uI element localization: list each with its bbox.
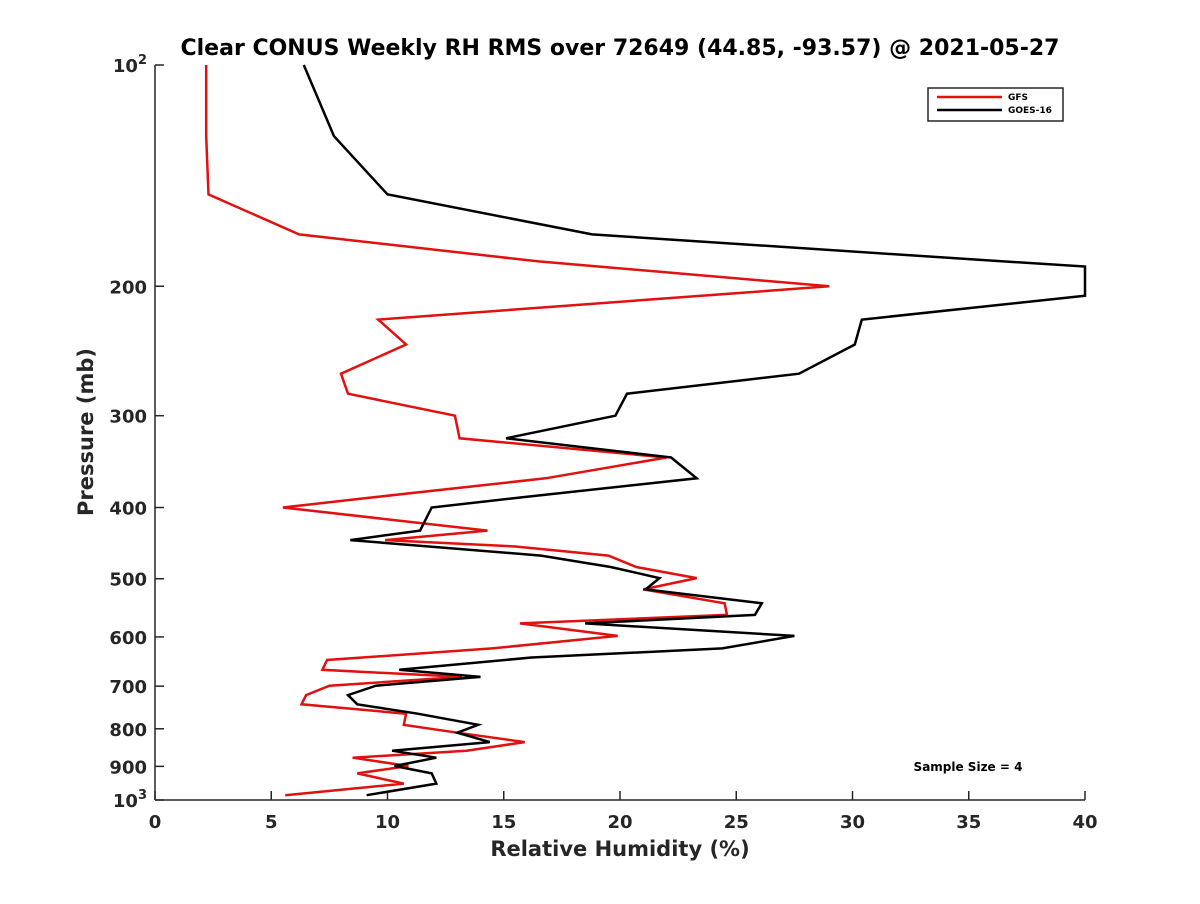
legend: GFS GOES-16 (927, 87, 1064, 122)
sample-size-annotation: Sample Size = 4 (914, 760, 1023, 774)
y-tick-label: 600 (109, 628, 147, 649)
x-tick-label: 15 (491, 812, 516, 833)
legend-label-goes16: GOES-16 (1008, 106, 1052, 116)
chart-title: Clear CONUS Weekly RH RMS over 72649 (44… (181, 36, 1060, 61)
y-tick-label: 800 (109, 720, 147, 741)
x-tick-label: 25 (724, 812, 749, 833)
y-tick-label: 500 (109, 570, 147, 591)
legend-label-gfs: GFS (1008, 93, 1028, 103)
x-tick-label: 35 (956, 812, 981, 833)
x-tick-label: 30 (840, 812, 865, 833)
x-tick-label: 10 (375, 812, 400, 833)
x-tick-label: 0 (149, 812, 162, 833)
series-layer (204, 64, 1087, 797)
x-tick-label: 5 (265, 812, 278, 833)
y-tick-label: 300 (109, 407, 147, 428)
y-tick-label: 900 (109, 757, 147, 778)
y-axis-label: Pressure (mb) (74, 348, 98, 516)
x-tick-label: 40 (1072, 812, 1097, 833)
y-tick-label: 102 (113, 53, 147, 77)
x-axis-ticks: 0 5 10 15 20 25 30 35 40 (149, 791, 1098, 833)
y-tick-label: 700 (109, 677, 147, 698)
x-axis-label: Relative Humidity (%) (490, 837, 749, 861)
series-line-goes16 (302, 64, 1087, 797)
y-tick-label: 200 (109, 277, 147, 298)
plot-area (154, 65, 1085, 801)
y-tick-label: 103 (113, 788, 147, 812)
x-tick-label: 20 (607, 812, 632, 833)
y-tick-label: 400 (109, 499, 147, 520)
legend-box (927, 87, 1064, 122)
series-line-gfs (204, 65, 830, 797)
y-axis-ticks: 102 200 300 400 500 600 700 800 900 103 (109, 53, 164, 812)
